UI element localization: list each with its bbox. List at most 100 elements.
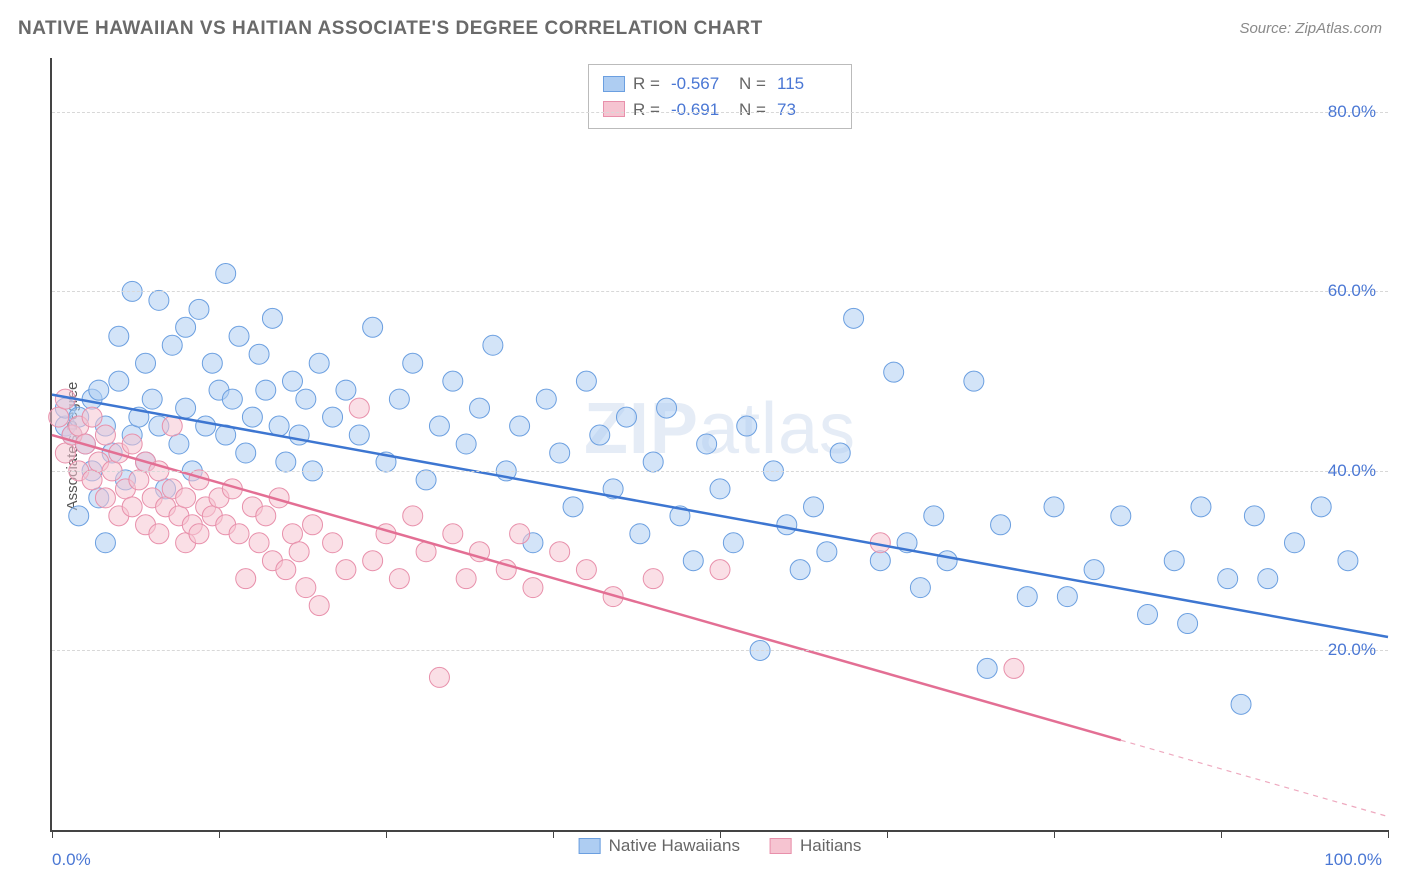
scatter-point	[977, 658, 997, 678]
scatter-point	[937, 551, 957, 571]
scatter-point	[443, 524, 463, 544]
scatter-point	[790, 560, 810, 580]
scatter-point	[276, 560, 296, 580]
scatter-point	[737, 416, 757, 436]
scatter-point	[122, 497, 142, 517]
scatter-point	[723, 533, 743, 553]
x-tick	[219, 830, 220, 838]
scatter-point	[95, 425, 115, 445]
x-tick	[386, 830, 387, 838]
scatter-point	[149, 524, 169, 544]
scatter-point	[964, 371, 984, 391]
scatter-point	[550, 443, 570, 463]
scatter-point	[269, 416, 289, 436]
scatter-point	[1231, 694, 1251, 714]
scatter-point	[470, 398, 490, 418]
gridline-h	[52, 471, 1388, 472]
scatter-point	[416, 470, 436, 490]
legend-item-0: Native Hawaiians	[579, 836, 740, 856]
plot-area: ZIPatlas R = -0.567 N = 115 R = -0.691 N…	[50, 58, 1388, 832]
y-tick-label: 40.0%	[1328, 461, 1376, 481]
scatter-point	[1258, 569, 1278, 589]
scatter-point	[523, 578, 543, 598]
r-label: R =	[633, 97, 663, 123]
scatter-point	[296, 389, 316, 409]
n-value-1: 73	[777, 97, 837, 123]
n-value-0: 115	[777, 71, 837, 97]
gridline-h	[52, 291, 1388, 292]
x-tick-label: 0.0%	[52, 850, 91, 870]
scatter-point	[142, 389, 162, 409]
scatter-point	[804, 497, 824, 517]
scatter-point	[1017, 587, 1037, 607]
r-value-0: -0.567	[671, 71, 731, 97]
legend-bottom-label-1: Haitians	[800, 836, 861, 856]
scatter-point	[262, 308, 282, 328]
scatter-point	[1138, 605, 1158, 625]
scatter-point	[483, 335, 503, 355]
scatter-point	[576, 371, 596, 391]
scatter-point	[643, 569, 663, 589]
legend-bottom-swatch-1	[770, 838, 792, 854]
scatter-point	[122, 434, 142, 454]
scatter-point	[236, 443, 256, 463]
scatter-point	[242, 407, 262, 427]
scatter-point	[563, 497, 583, 517]
r-value-1: -0.691	[671, 97, 731, 123]
scatter-point	[1284, 533, 1304, 553]
scatter-point	[550, 542, 570, 562]
scatter-point	[1057, 587, 1077, 607]
scatter-point	[1218, 569, 1238, 589]
scatter-point	[1084, 560, 1104, 580]
scatter-point	[630, 524, 650, 544]
scatter-point	[69, 506, 89, 526]
chart-container: NATIVE HAWAIIAN VS HAITIAN ASSOCIATE'S D…	[0, 0, 1406, 892]
scatter-point	[303, 515, 323, 535]
scatter-point	[336, 560, 356, 580]
scatter-point	[870, 551, 890, 571]
scatter-point	[830, 443, 850, 463]
scatter-point	[162, 416, 182, 436]
scatter-point	[376, 524, 396, 544]
scatter-point	[1244, 506, 1264, 526]
x-tick	[1388, 830, 1389, 838]
x-tick-label: 100.0%	[1324, 850, 1382, 870]
scatter-point	[349, 398, 369, 418]
scatter-point	[657, 398, 677, 418]
legend-swatch-1	[603, 101, 625, 117]
scatter-point	[1178, 614, 1198, 634]
chart-title: NATIVE HAWAIIAN VS HAITIAN ASSOCIATE'S D…	[18, 18, 763, 40]
legend-bottom-label-0: Native Hawaiians	[609, 836, 740, 856]
scatter-point	[403, 506, 423, 526]
x-tick	[52, 830, 53, 838]
scatter-point	[282, 524, 302, 544]
y-tick-label: 20.0%	[1328, 640, 1376, 660]
y-tick-label: 60.0%	[1328, 281, 1376, 301]
y-tick-label: 80.0%	[1328, 102, 1376, 122]
scatter-point	[276, 452, 296, 472]
scatter-point	[1164, 551, 1184, 571]
scatter-point	[389, 389, 409, 409]
scatter-point	[229, 326, 249, 346]
scatter-point	[169, 434, 189, 454]
scatter-point	[910, 578, 930, 598]
scatter-point	[443, 371, 463, 391]
scatter-point	[456, 569, 476, 589]
trend-line-extension	[1121, 740, 1388, 816]
scatter-point	[991, 515, 1011, 535]
scatter-point	[536, 389, 556, 409]
scatter-point	[82, 470, 102, 490]
scatter-point	[1338, 551, 1358, 571]
n-label: N =	[739, 71, 769, 97]
scatter-point	[136, 353, 156, 373]
scatter-point	[162, 335, 182, 355]
scatter-point	[389, 569, 409, 589]
scatter-point	[697, 434, 717, 454]
scatter-point	[924, 506, 944, 526]
legend-item-1: Haitians	[770, 836, 861, 856]
scatter-point	[777, 515, 797, 535]
scatter-point	[309, 353, 329, 373]
x-tick	[720, 830, 721, 838]
gridline-h	[52, 650, 1388, 651]
scatter-point	[196, 416, 216, 436]
